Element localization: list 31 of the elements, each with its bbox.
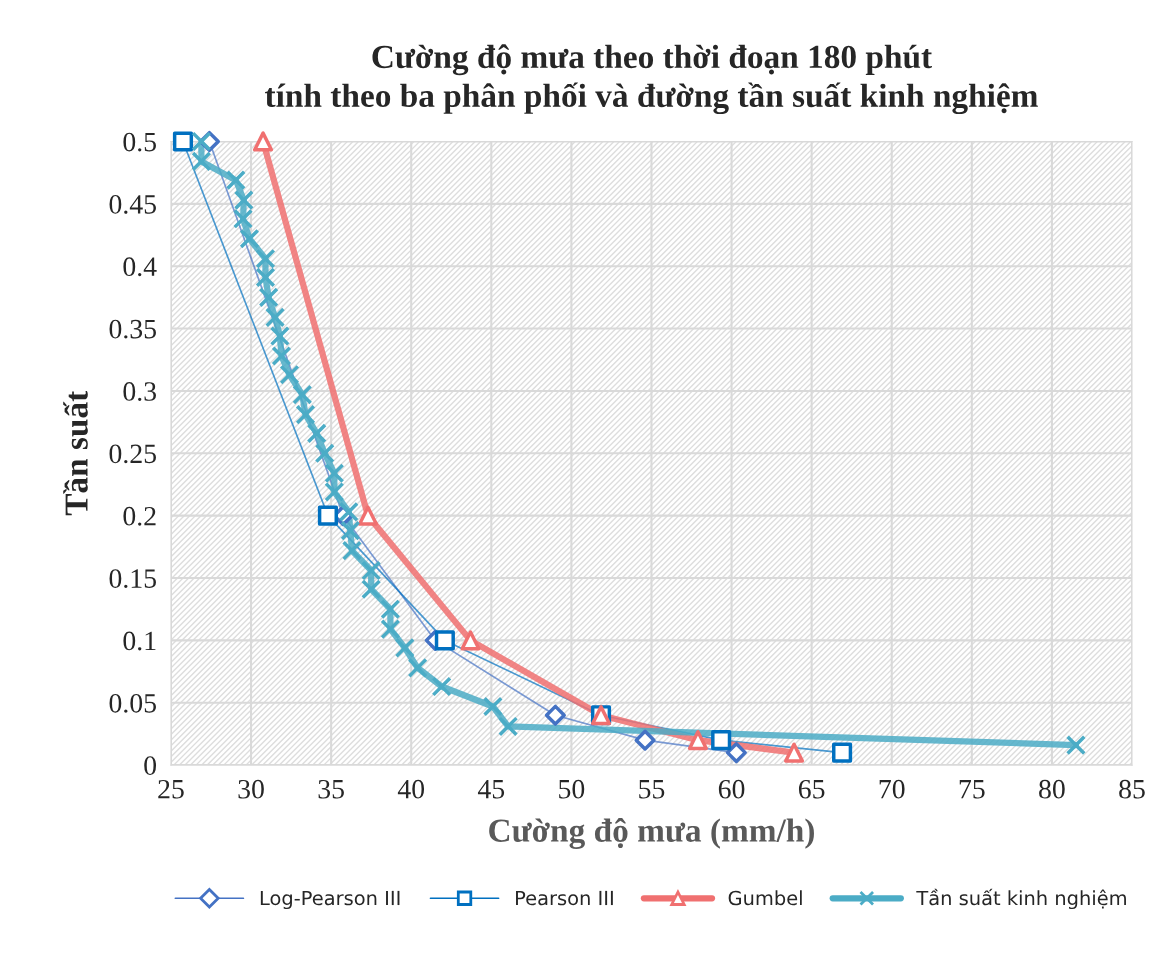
x-tick-label: 35 (318, 779, 344, 799)
y-tick-label: 0.05 (109, 693, 156, 713)
y-tick-label: 0.15 (109, 569, 156, 589)
legend-label: Gumbel (728, 890, 802, 906)
x-tick-label: 70 (879, 779, 905, 799)
y-tick-label: 0.4 (123, 257, 157, 277)
y-axis-title: Tần suất (63, 390, 88, 516)
x-axis-title: Cường độ mưa (mm/h) (489, 818, 814, 849)
y-tick-label: 0 (144, 756, 157, 776)
x-tick-label: 40 (397, 779, 425, 799)
x-tick-label: 60 (718, 779, 745, 799)
y-tick-label: 0.2 (123, 506, 156, 526)
chart-title: Cường độ mưa theo thời đoạn 180 phút tính theo ba phân phối và đường tần suất kinh nghiệm (265, 44, 1038, 115)
y-tick-label: 0.5 (123, 132, 156, 152)
x-tick-label: 65 (798, 779, 825, 799)
y-tick-label: 0.1 (123, 631, 156, 651)
legend-label: Pearson III (516, 890, 613, 906)
x-tick-label: 30 (238, 779, 264, 799)
x-tick-label: 25 (158, 779, 184, 799)
legend-label: Tần suất kinh nghiệm (916, 888, 1126, 910)
y-tick-label: 0.3 (123, 382, 156, 401)
x-tick-label: 75 (959, 780, 985, 799)
x-tick-label: 50 (559, 779, 585, 799)
y-tick-label: 0.45 (109, 195, 156, 214)
x-tick-label: 80 (1039, 779, 1065, 799)
legend-label: Log-Pearson III (260, 890, 400, 910)
x-tick-label: 55 (639, 780, 665, 799)
y-tick-label: 0.35 (109, 319, 156, 339)
x-tick-label: 45 (477, 779, 505, 799)
x-tick-label: 85 (1119, 779, 1145, 799)
y-tick-label: 0.25 (109, 444, 156, 464)
